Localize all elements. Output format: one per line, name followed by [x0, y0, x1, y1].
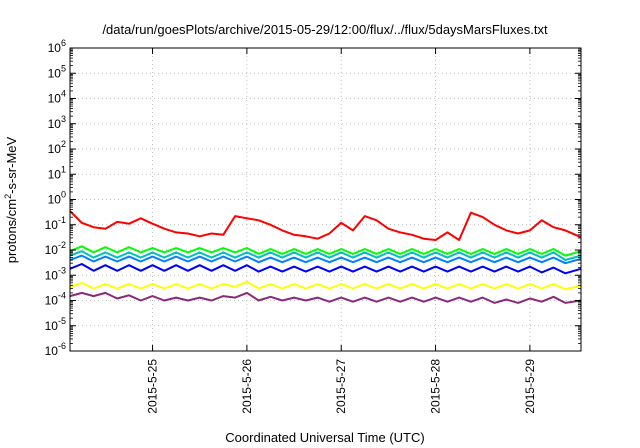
- y-tick-base: 10: [48, 117, 62, 131]
- x-axis-label: Coordinated Universal Time (UTC): [225, 430, 424, 445]
- series-line-2: [69, 245, 582, 257]
- y-tick-label: 10-1: [45, 215, 66, 232]
- axis-layer: 10-610-510-410-310-210-11001011021031041…: [45, 38, 581, 414]
- grid-lines: [70, 48, 581, 351]
- series-line-3: [69, 250, 582, 261]
- y-tick-label: 103: [48, 114, 66, 131]
- y-tick-base: 10: [45, 294, 59, 308]
- y-tick-base: 10: [48, 92, 62, 106]
- y-tick-exponent: 4: [61, 89, 66, 99]
- chart-title: /data/run/goesPlots/archive/2015-05-29/1…: [102, 22, 548, 37]
- y-tick-base: 10: [45, 344, 59, 358]
- x-tick-label: 2015-5-27: [334, 359, 348, 414]
- y-tick-label: 10-3: [45, 265, 66, 282]
- y-tick-exponent: 0: [61, 190, 66, 200]
- y-tick-label: 10-4: [45, 291, 66, 308]
- y-tick-base: 10: [45, 319, 59, 333]
- series-line-4: [69, 254, 582, 265]
- y-tick-base: 10: [48, 142, 62, 156]
- y-tick-base: 10: [45, 218, 59, 232]
- y-tick-label: 10-2: [45, 240, 66, 257]
- y-tick-label: 102: [48, 139, 66, 156]
- series-layer: [69, 210, 582, 304]
- y-tick-base: 10: [45, 243, 59, 257]
- y-axis-label-post: -s-sr-MeV: [4, 136, 19, 193]
- y-tick-exponent: -4: [58, 291, 66, 301]
- y-tick-exponent: 6: [61, 38, 66, 48]
- plot-frame: [69, 47, 582, 352]
- y-axis-label: protons/cm2-s-sr-MeV: [3, 136, 19, 263]
- y-tick-base: 10: [48, 41, 62, 55]
- y-tick-label: 10-5: [45, 316, 66, 333]
- y-tick-label: 105: [48, 63, 66, 80]
- y-tick-label: 10-6: [45, 341, 66, 358]
- y-axis-label-pre: protons/cm: [4, 199, 19, 263]
- y-tick-exponent: 3: [61, 114, 66, 124]
- y-tick-exponent: 5: [61, 63, 66, 73]
- y-tick-exponent: -2: [58, 240, 66, 250]
- y-axis-label-sup: 2: [3, 194, 13, 199]
- series-line-5: [69, 263, 582, 275]
- x-tick-label: 2015-5-29: [523, 359, 537, 414]
- y-tick-base: 10: [48, 167, 62, 181]
- series-line-1: [69, 210, 582, 241]
- y-tick-exponent: -1: [58, 215, 66, 225]
- y-tick-label: 106: [48, 38, 66, 55]
- y-tick-label: 101: [48, 164, 66, 181]
- series-line-7: [69, 291, 582, 304]
- y-tick-exponent: -3: [58, 265, 66, 275]
- y-tick-exponent: -5: [58, 316, 66, 326]
- x-tick-label: 2015-5-28: [429, 359, 443, 414]
- y-tick-label: 100: [48, 190, 66, 207]
- x-tick-label: 2015-5-26: [240, 359, 254, 414]
- y-tick-exponent: -6: [58, 341, 66, 351]
- series-line-6: [69, 280, 582, 291]
- y-tick-exponent: 1: [61, 164, 66, 174]
- y-tick-base: 10: [48, 66, 62, 80]
- y-tick-base: 10: [45, 268, 59, 282]
- y-tick-base: 10: [48, 193, 62, 207]
- y-tick-label: 104: [48, 89, 66, 106]
- y-tick-exponent: 2: [61, 139, 66, 149]
- x-tick-label: 2015-5-25: [146, 359, 160, 414]
